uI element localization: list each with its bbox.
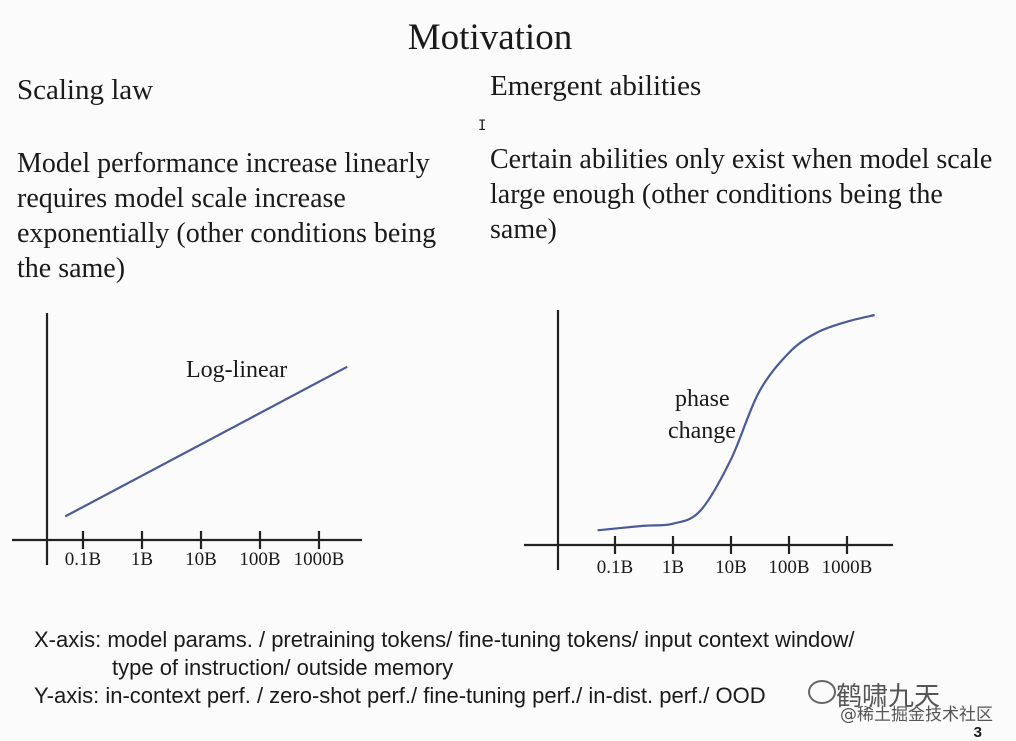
- chart0-tick-label-2: 10B: [185, 549, 217, 570]
- emergent-abilities-heading: Emergent abilities: [490, 70, 702, 102]
- chart1-tick-label-2: 10B: [715, 557, 747, 578]
- x-axis-note-line1: X-axis: model params. / pretraining toke…: [34, 627, 855, 652]
- text-cursor-icon: I: [478, 118, 487, 134]
- emergent-abilities-description: Certain abilities only exist when model …: [490, 144, 993, 245]
- chart0-tick-label-3: 100B: [239, 549, 280, 570]
- chat-bubble-icon: [808, 680, 836, 704]
- emergent-abilities-chart: 0.1B 1B 10B 100B 1000B phase change: [524, 310, 893, 578]
- log-linear-annotation: Log-linear: [186, 357, 287, 383]
- change-annotation: change: [668, 418, 736, 444]
- phase-annotation: phase: [675, 386, 730, 412]
- chart1-tick-label-1: 1B: [662, 557, 684, 578]
- axis-notes: X-axis: model params. / pretraining toke…: [34, 626, 855, 710]
- y-axis-note: Y-axis: in-context perf. / zero-shot per…: [34, 683, 766, 708]
- chart0-tick-label-4: 1000B: [294, 549, 345, 570]
- chart0-tick-label-0: 0.1B: [65, 549, 101, 570]
- page-number: 3: [973, 724, 982, 741]
- watermark-subtext: @稀土掘金技术社区: [840, 705, 993, 725]
- scaling-law-chart: 0.1B 1B 10B 100B 1000B Log-linear: [12, 313, 362, 570]
- scaling-law-description: Model performance increase linearly requ…: [17, 148, 437, 284]
- chart1-tick-label-4: 1000B: [822, 557, 873, 578]
- watermark-text: 鹤啸九天: [836, 682, 941, 712]
- chart0-tick-label-1: 1B: [131, 549, 153, 570]
- phase-change-curve: [597, 313, 875, 532]
- slide-title: Motivation: [407, 17, 573, 58]
- x-axis-note-line2: type of instruction/ outside memory: [112, 655, 454, 680]
- chart1-tick-label-0: 0.1B: [597, 557, 633, 578]
- scaling-law-heading: Scaling law: [17, 74, 154, 106]
- log-linear-line: [64, 365, 348, 518]
- chart1-tick-label-3: 100B: [768, 557, 809, 578]
